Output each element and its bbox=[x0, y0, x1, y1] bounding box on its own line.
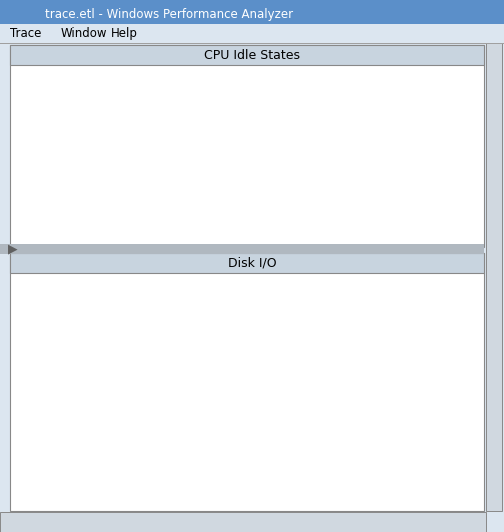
Bar bbox=[186, 463, 196, 464]
Y-axis label: States: States bbox=[57, 126, 68, 161]
Text: ▼: ▼ bbox=[414, 90, 422, 100]
Text: I/O Counts: I/O Counts bbox=[296, 303, 354, 313]
Bar bbox=[424, 391, 433, 430]
Text: States: States bbox=[299, 90, 335, 100]
Text: Window: Window bbox=[60, 27, 107, 40]
Bar bbox=[136, 446, 145, 447]
Bar bbox=[170, 461, 179, 464]
Bar bbox=[118, 427, 128, 428]
Bar bbox=[375, 453, 385, 454]
Text: CPU Idle States: CPU Idle States bbox=[204, 49, 300, 62]
X-axis label: Time: Time bbox=[260, 240, 287, 250]
FancyBboxPatch shape bbox=[277, 85, 425, 105]
Y-axis label: Counts: Counts bbox=[33, 360, 43, 398]
Bar bbox=[170, 460, 179, 461]
Bar bbox=[118, 428, 128, 444]
Bar bbox=[152, 431, 162, 464]
Bar bbox=[221, 463, 230, 464]
Bar bbox=[375, 454, 385, 464]
Bar bbox=[97, 393, 107, 430]
Text: Disk I/O: Disk I/O bbox=[228, 256, 276, 269]
Bar bbox=[307, 456, 317, 464]
Bar bbox=[307, 455, 317, 456]
Text: trace.etl - Windows Performance Analyzer: trace.etl - Windows Performance Analyzer bbox=[45, 8, 293, 21]
Bar bbox=[410, 459, 419, 461]
Bar bbox=[97, 430, 107, 464]
Bar bbox=[204, 463, 214, 464]
Text: Help: Help bbox=[111, 27, 138, 40]
Text: ▶: ▶ bbox=[8, 243, 17, 255]
Bar bbox=[341, 452, 351, 464]
FancyBboxPatch shape bbox=[277, 295, 448, 320]
Bar bbox=[136, 447, 145, 464]
Bar bbox=[97, 392, 107, 393]
Bar bbox=[118, 444, 128, 464]
Text: ▼: ▼ bbox=[433, 303, 440, 313]
Bar bbox=[410, 461, 419, 464]
Text: Trace: Trace bbox=[10, 27, 41, 40]
Bar bbox=[424, 430, 433, 464]
X-axis label: Time: Time bbox=[260, 493, 287, 503]
